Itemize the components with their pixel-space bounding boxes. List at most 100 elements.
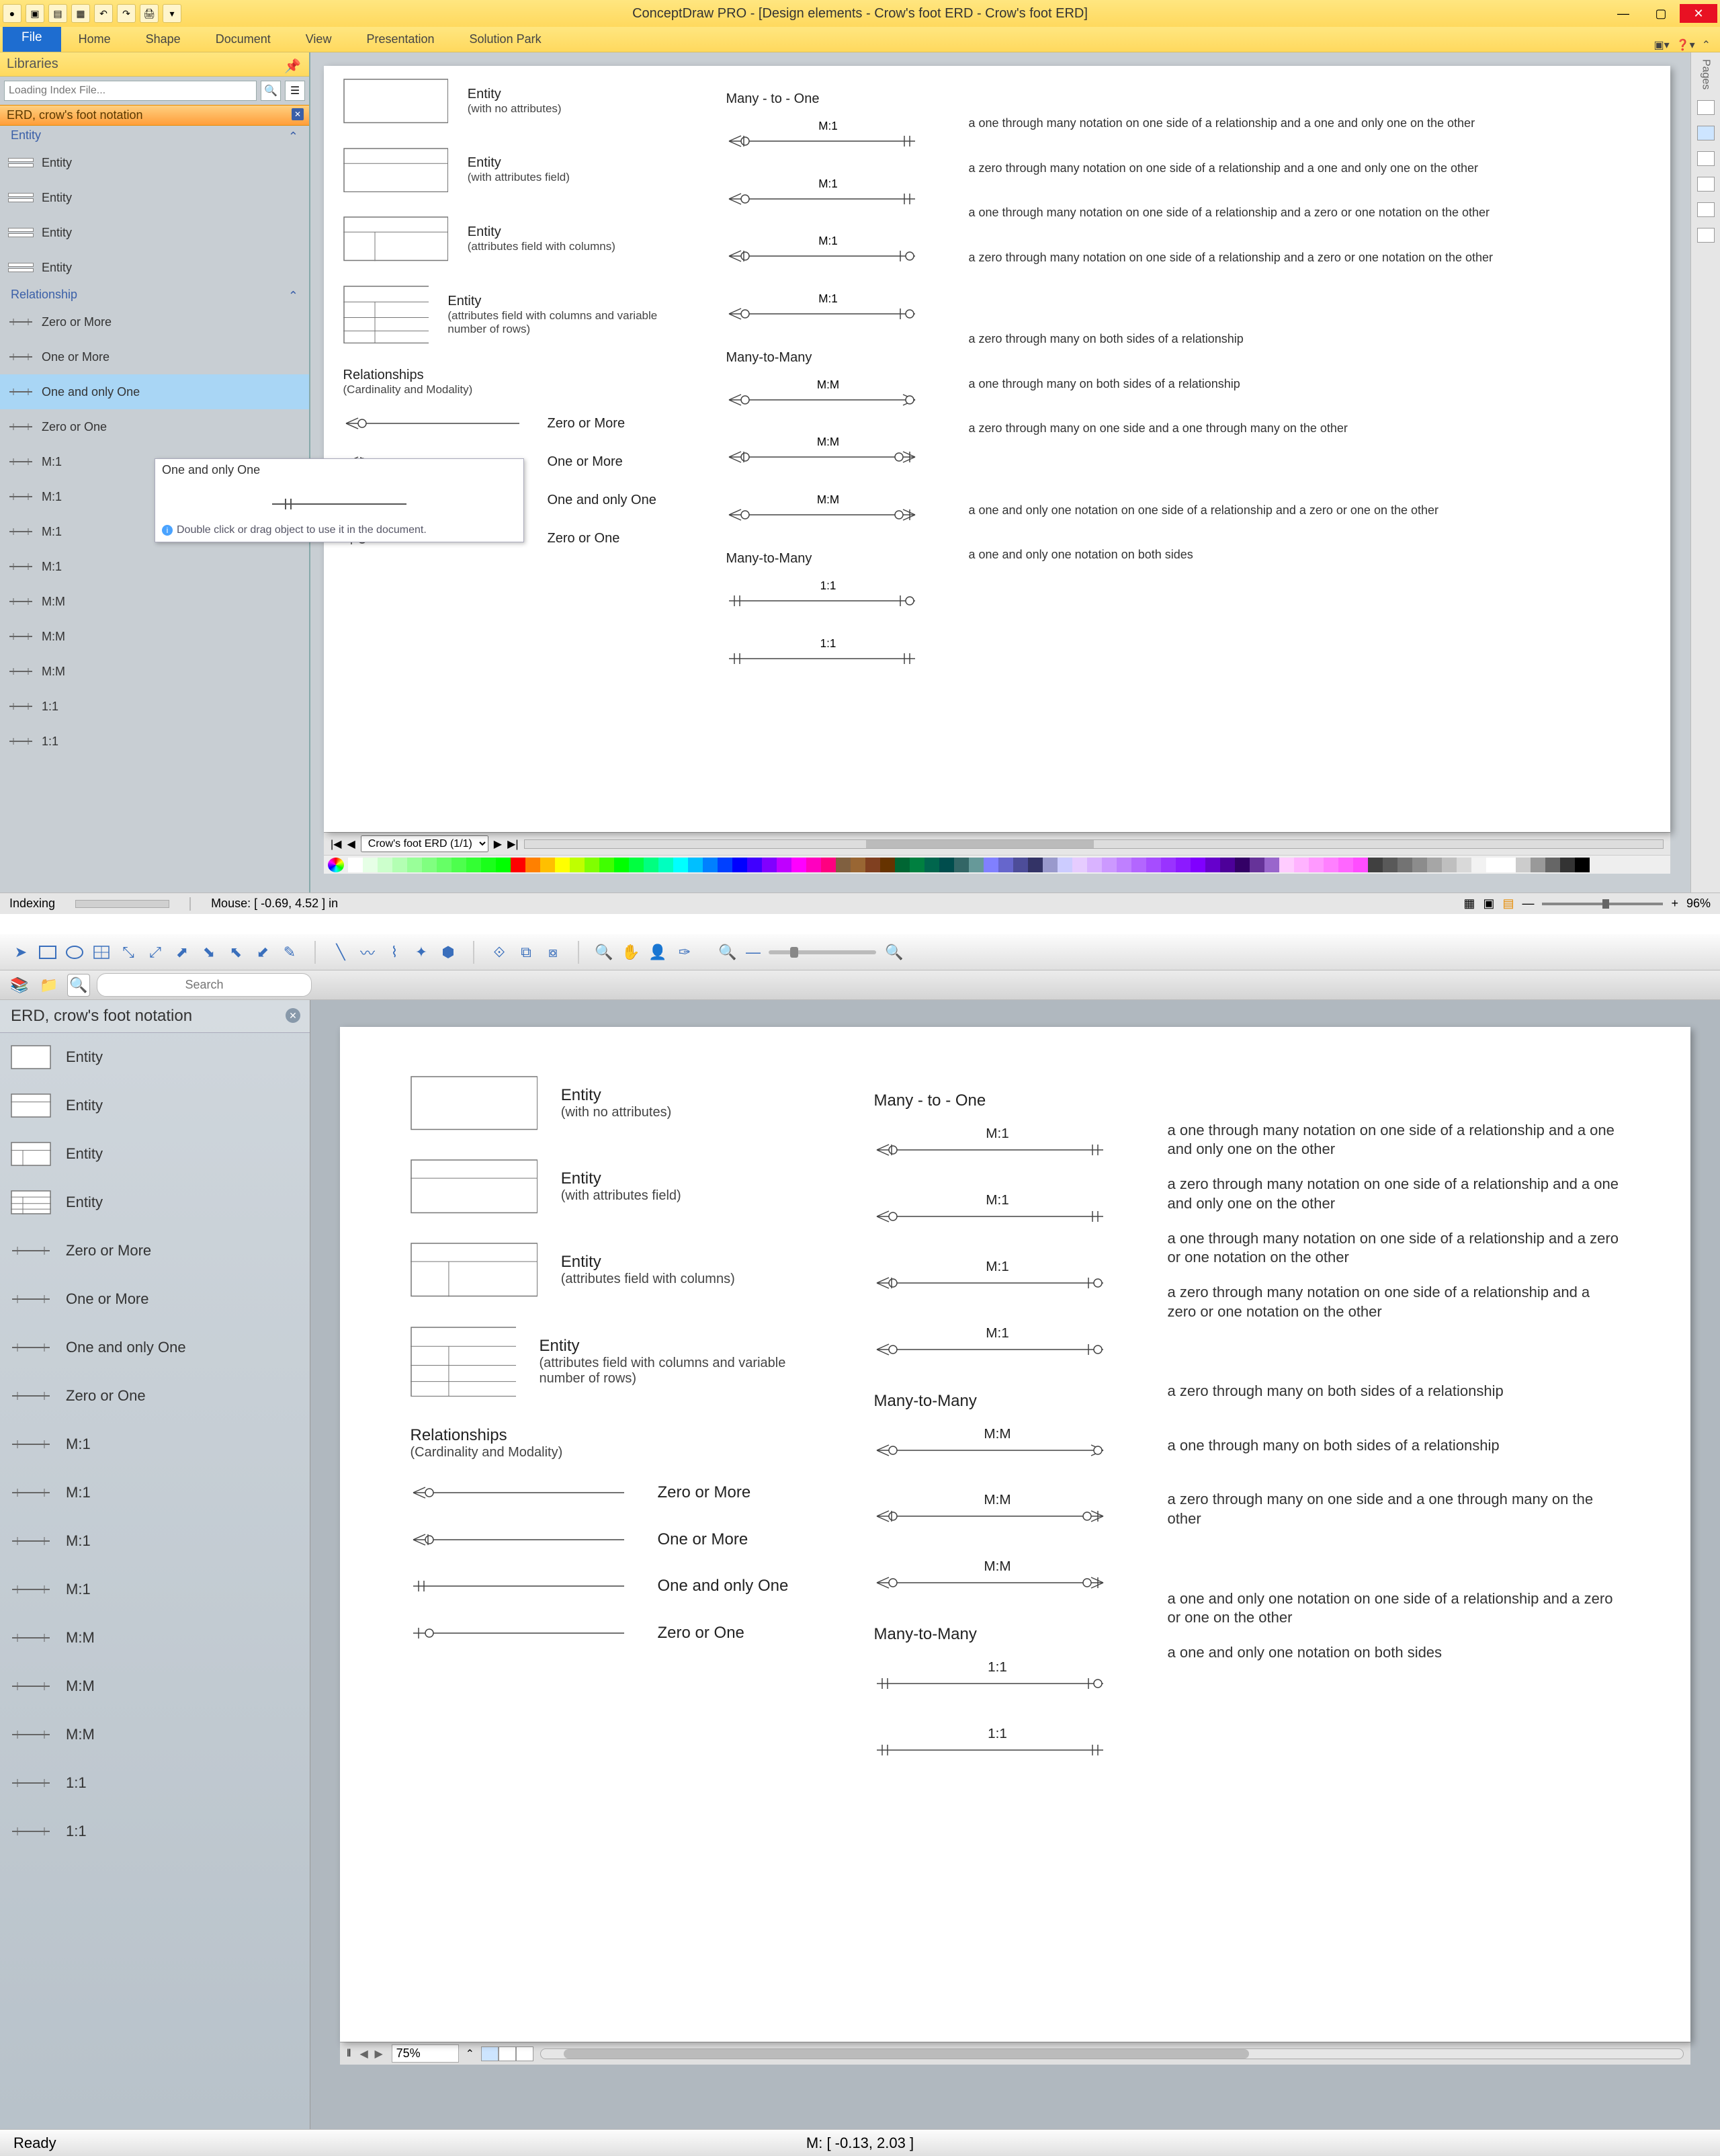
rect-icon[interactable] [38,942,58,962]
color-swatch[interactable] [1072,858,1087,872]
color-swatch[interactable] [1486,858,1501,872]
eyedropper-icon[interactable]: ✑ [675,942,695,962]
color-swatch[interactable] [1294,858,1309,872]
view-icon[interactable]: ▣ [1483,897,1494,911]
person-icon[interactable]: 👤 [648,942,668,962]
close-library-icon[interactable]: ✕ [286,1008,300,1023]
color-swatch[interactable] [1264,858,1279,872]
crop-icon[interactable]: ⟐ [489,942,509,962]
horizontal-scrollbar[interactable] [524,839,1664,849]
nav-next-icon[interactable]: ▶ [373,2047,385,2061]
ribbon-tab[interactable]: View [288,27,349,52]
color-swatch[interactable] [1353,858,1368,872]
color-swatch[interactable] [481,858,496,872]
library-item[interactable]: One and only One [0,1323,310,1372]
color-swatch[interactable] [658,858,673,872]
color-swatch[interactable] [865,858,880,872]
library-search-input[interactable] [97,973,312,997]
library-item[interactable]: M:M [0,1614,310,1662]
library-item[interactable]: Zero or One [0,409,309,444]
color-swatch[interactable] [791,858,806,872]
color-swatch[interactable] [703,858,718,872]
color-swatch[interactable] [555,858,570,872]
search-icon[interactable]: 🔍 [67,974,90,997]
ribbon-tab[interactable]: Shape [128,27,198,52]
color-swatch[interactable] [1028,858,1043,872]
color-swatch[interactable] [437,858,452,872]
library-item[interactable]: Entity [0,1033,310,1081]
color-swatch[interactable] [1383,858,1398,872]
qat-icon[interactable]: 🖨 [140,4,159,23]
color-swatch[interactable] [452,858,466,872]
library-item[interactable]: M:M [0,619,309,654]
library-item[interactable]: Zero or More [0,304,309,339]
path-icon[interactable]: ✦ [411,942,431,962]
color-swatch[interactable] [1013,858,1028,872]
color-swatch[interactable] [1161,858,1176,872]
zoom-icon[interactable]: 🔍 [594,942,614,962]
color-swatch[interactable] [1235,858,1250,872]
close-button[interactable]: ✕ [1680,4,1717,23]
color-swatch[interactable] [1043,858,1058,872]
library-item[interactable]: Entity [0,1178,310,1227]
library-item[interactable]: Zero or More [0,1227,310,1275]
zoom-in-icon[interactable]: + [1671,897,1678,911]
nav-prev-icon[interactable]: ◀ [358,2047,370,2061]
library-item[interactable]: Entity [0,180,309,215]
color-swatch[interactable] [1250,858,1264,872]
connector-icon[interactable]: ⬉ [226,942,246,962]
search-icon[interactable]: 🔍 [261,81,281,101]
color-swatch[interactable] [1176,858,1191,872]
close-section-icon[interactable]: ✕ [292,108,304,120]
zoom-slider[interactable] [1542,903,1663,905]
color-swatch[interactable] [1220,858,1235,872]
zoom-in-icon[interactable]: 🔍 [884,942,904,962]
color-swatch[interactable] [954,858,969,872]
color-swatch[interactable] [1087,858,1102,872]
color-swatch[interactable] [1191,858,1205,872]
color-swatch[interactable] [1338,858,1353,872]
color-swatch[interactable] [880,858,895,872]
color-swatch[interactable] [777,858,791,872]
library-item[interactable]: One or More [0,339,309,374]
page-thumb[interactable] [1697,151,1715,166]
color-swatch[interactable] [924,858,939,872]
connector-icon[interactable]: ⬊ [199,942,219,962]
horizontal-scrollbar[interactable] [540,2048,1684,2059]
color-swatch[interactable] [1368,858,1383,872]
nav-next-icon[interactable]: ▶ [494,837,502,851]
restore-button[interactable]: ▢ [1642,4,1680,23]
color-swatch[interactable] [1516,858,1531,872]
library-view-icon[interactable]: ☰ [285,81,305,101]
color-swatch[interactable] [407,858,422,872]
folder-icon[interactable]: 📁 [38,974,60,997]
color-swatch[interactable] [998,858,1013,872]
library-item[interactable]: 1:1 [0,1807,310,1856]
page-thumb[interactable] [1697,202,1715,217]
connector-icon[interactable]: ⬋ [253,942,273,962]
group-icon[interactable]: ⧉ [516,942,536,962]
qat-icon[interactable]: ▦ [71,4,90,23]
page-thumb[interactable] [1697,228,1715,243]
color-swatch[interactable] [496,858,511,872]
color-swatch[interactable] [1117,858,1131,872]
color-swatch[interactable] [1560,858,1575,872]
color-swatch[interactable] [1442,858,1457,872]
color-swatch[interactable] [348,858,363,872]
ribbon-tab[interactable]: Home [61,27,128,52]
color-swatch[interactable] [821,858,836,872]
view-icon[interactable]: ▤ [1502,897,1514,911]
library-item[interactable]: 1:1 [0,1759,310,1807]
pointer-icon[interactable]: ➤ [11,942,31,962]
zoom-out-icon[interactable]: — [1522,897,1534,911]
color-swatch[interactable] [762,858,777,872]
ungroup-icon[interactable]: ⧇ [543,942,563,962]
color-swatch[interactable] [540,858,555,872]
qat-icon[interactable]: ▣ [26,4,44,23]
page-thumb[interactable] [1697,177,1715,192]
table-icon[interactable] [91,942,112,962]
pan-icon[interactable]: ✋ [621,942,641,962]
color-swatch[interactable] [614,858,629,872]
qat-icon[interactable]: ↷ [117,4,136,23]
qat-icon[interactable]: ● [3,4,22,23]
